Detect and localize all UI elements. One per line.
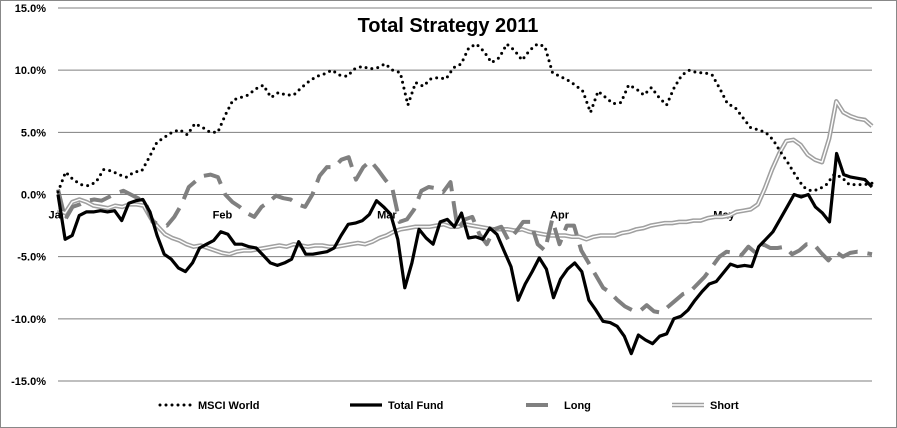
y-tick-label: -5.0% bbox=[17, 252, 46, 264]
legend-item-msci-world: MSCI World bbox=[158, 400, 260, 412]
y-tick-label: 15.0% bbox=[15, 3, 46, 15]
y-tick-label: 10.0% bbox=[15, 65, 46, 77]
legend-label: Long bbox=[564, 400, 591, 412]
legend-label: MSCI World bbox=[198, 400, 260, 412]
legend-item-long: Long bbox=[526, 400, 591, 412]
x-tick-label: Apr bbox=[550, 210, 570, 222]
legend: MSCI World Total Fund Long Short bbox=[158, 400, 739, 412]
grid-layer bbox=[58, 7, 872, 382]
legend-item-short: Short bbox=[672, 400, 739, 412]
series-layer bbox=[56, 42, 874, 356]
legend-label: Short bbox=[710, 400, 739, 412]
y-tick-label: 0.0% bbox=[21, 190, 46, 202]
y-tick-label: -10.0% bbox=[11, 314, 46, 326]
chart-title: Total Strategy 2011 bbox=[358, 15, 539, 37]
series-line-total-fund bbox=[56, 151, 874, 356]
y-tick-label: -15.0% bbox=[11, 376, 46, 388]
series-line-msci-world bbox=[56, 42, 874, 194]
y-tick-label: 5.0% bbox=[21, 127, 46, 139]
x-tick-label: Feb bbox=[213, 210, 233, 222]
legend-label: Total Fund bbox=[388, 400, 443, 412]
y-axis-tick-labels: 15.0% 10.0% 5.0% 0.0% -5.0% -10.0% -15.0% bbox=[11, 3, 46, 388]
series-line-long bbox=[56, 155, 873, 315]
legend-item-total-fund: Total Fund bbox=[350, 400, 443, 412]
